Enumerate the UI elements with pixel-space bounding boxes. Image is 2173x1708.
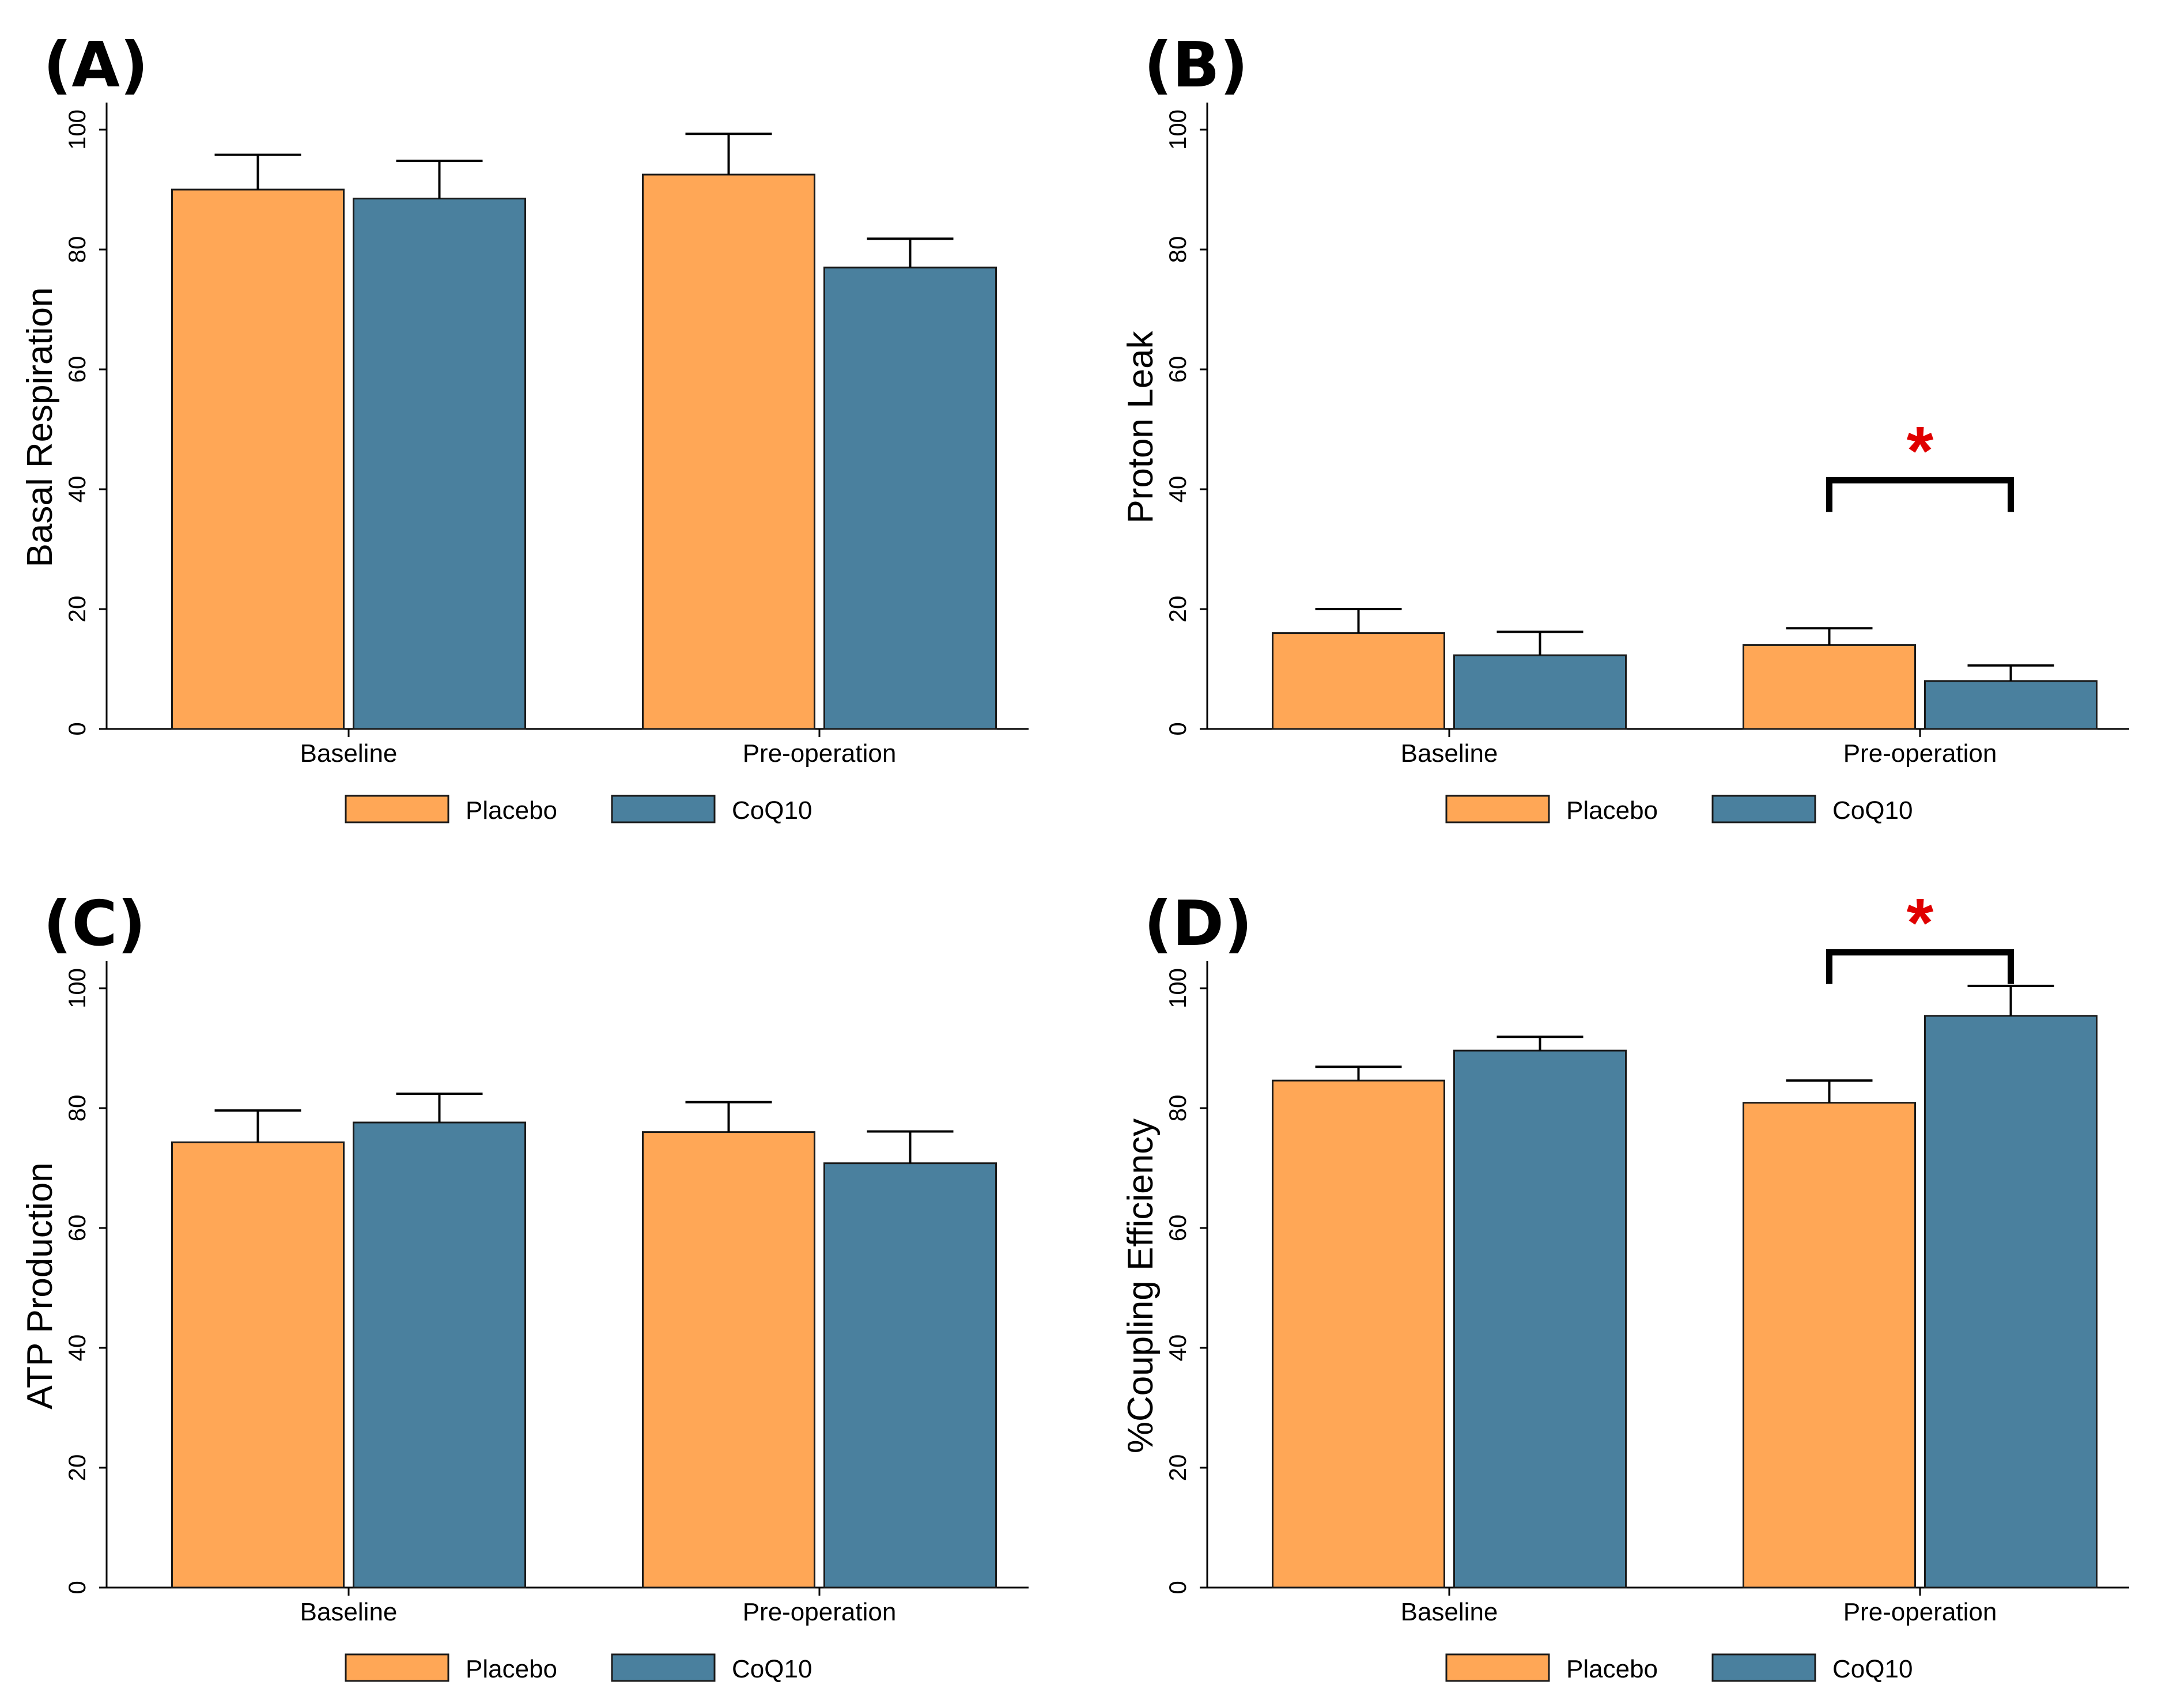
- legend-swatch-placebo: [345, 795, 449, 823]
- legend: Placebo CoQ10: [1445, 795, 1913, 825]
- legend-swatch-coq10: [611, 795, 716, 823]
- legend-label-coq10: CoQ10: [732, 1655, 812, 1683]
- bar-placebo-baseline: [1272, 1079, 1445, 1589]
- y-tick-label: 40: [63, 476, 90, 503]
- x-tick-label: Pre-operation: [743, 739, 897, 768]
- legend-label-coq10: CoQ10: [1832, 1655, 1913, 1683]
- legend-label-placebo: Placebo: [1566, 1655, 1658, 1683]
- legend: Placebo CoQ10: [1445, 1653, 1913, 1683]
- y-tick-label: 80: [63, 236, 90, 263]
- chart-panel-b: (B) 0 20 40 60 80 100 Proton Leak Baseline Pre-op…: [1121, 29, 2129, 825]
- y-tick-label: 20: [63, 596, 90, 623]
- legend-swatch-coq10: [1711, 795, 1816, 823]
- legend-label-placebo: Placebo: [466, 796, 557, 825]
- y-tick-label: 100: [63, 968, 90, 1008]
- x-tick-label: Baseline: [1401, 739, 1498, 768]
- y-tick-label: 60: [63, 1215, 90, 1242]
- x-tick-label: Baseline: [300, 739, 398, 768]
- y-tick-label: 80: [1164, 236, 1191, 263]
- y-tick-label: 60: [1164, 356, 1191, 383]
- legend-label-coq10: CoQ10: [1832, 796, 1913, 825]
- y-tick-label: 80: [63, 1095, 90, 1122]
- y-tick-label: 0: [63, 722, 90, 735]
- bar-coq10-baseline: [1453, 654, 1627, 730]
- legend-label-placebo: Placebo: [1566, 796, 1658, 825]
- x-tick-label: Pre-operation: [743, 1598, 897, 1626]
- legend-swatch-coq10: [611, 1653, 716, 1682]
- y-tick-label: 60: [63, 356, 90, 383]
- legend-swatch-placebo: [345, 1653, 449, 1682]
- chart-panel-d: (D) 0 20 40 60 80 100 %Coupling Efficiency Basel…: [1121, 885, 2129, 1683]
- y-tick-label: 40: [1164, 476, 1191, 503]
- x-tick-label: Baseline: [300, 1598, 398, 1626]
- y-axis-title: Basal Respiration: [20, 288, 60, 568]
- bar-placebo-pre-operation: [642, 173, 815, 730]
- x-tick-label: Pre-operation: [1843, 739, 1997, 768]
- x-tick-label: Pre-operation: [1843, 1598, 1997, 1626]
- y-tick-label: 60: [1164, 1215, 1191, 1242]
- y-tick-label: 40: [63, 1335, 90, 1362]
- bar-placebo-baseline: [1272, 632, 1445, 730]
- y-axis-title: Proton Leak: [1121, 330, 1161, 523]
- panel-label: (C): [43, 888, 146, 960]
- panel-label: (A): [43, 29, 148, 101]
- y-tick-label: 20: [63, 1454, 90, 1482]
- y-tick-label: 100: [1164, 968, 1191, 1008]
- significance-asterisk: *: [1907, 412, 1934, 489]
- legend: Placebo CoQ10: [345, 795, 812, 825]
- bar-coq10-pre-operation: [1924, 680, 2098, 730]
- y-axis-title: %Coupling Efficiency: [1121, 1118, 1161, 1453]
- y-tick-label: 0: [63, 1581, 90, 1594]
- bar-placebo-baseline: [171, 1141, 345, 1589]
- y-tick-label: 0: [1164, 1581, 1191, 1594]
- x-tick-label: Baseline: [1401, 1598, 1498, 1626]
- bar-coq10-pre-operation: [823, 266, 997, 730]
- legend-label-coq10: CoQ10: [732, 796, 812, 825]
- legend-swatch-placebo: [1445, 1653, 1550, 1682]
- legend-swatch-placebo: [1445, 795, 1550, 823]
- significance-bracket: [1826, 477, 2014, 512]
- bar-coq10-pre-operation: [823, 1162, 997, 1589]
- y-tick-label: 40: [1164, 1335, 1191, 1362]
- chart-panel-c: (C) 0 20 40 60 80 100 ATP Production Baseline Pre…: [20, 888, 1029, 1683]
- legend-swatch-coq10: [1711, 1653, 1816, 1682]
- y-tick-label: 100: [63, 109, 90, 150]
- y-tick-label: 80: [1164, 1095, 1191, 1122]
- bar-placebo-pre-operation: [1743, 644, 1916, 730]
- legend: Placebo CoQ10: [345, 1653, 812, 1683]
- significance-bracket: [1826, 949, 2014, 984]
- y-axis-title: ATP Production: [20, 1162, 60, 1410]
- panel-label: (D): [1144, 888, 1252, 960]
- bar-coq10-baseline: [1453, 1049, 1627, 1589]
- bar-coq10-baseline: [353, 198, 526, 730]
- bar-placebo-pre-operation: [642, 1131, 815, 1589]
- y-tick-label: 20: [1164, 1454, 1191, 1482]
- bar-placebo-pre-operation: [1743, 1102, 1916, 1589]
- y-tick-label: 20: [1164, 596, 1191, 623]
- y-tick-label: 0: [1164, 722, 1191, 735]
- y-tick-label: 100: [1164, 109, 1191, 150]
- bar-placebo-baseline: [171, 188, 345, 730]
- bar-coq10-baseline: [353, 1121, 526, 1589]
- bar-coq10-pre-operation: [1924, 1015, 2098, 1589]
- chart-panel-a: (A) 0 20 40 60 80 100 Basal Respiration Baseline…: [20, 29, 1029, 825]
- legend-label-placebo: Placebo: [466, 1655, 557, 1683]
- significance-asterisk: *: [1907, 885, 1934, 962]
- panel-label: (B): [1144, 29, 1248, 101]
